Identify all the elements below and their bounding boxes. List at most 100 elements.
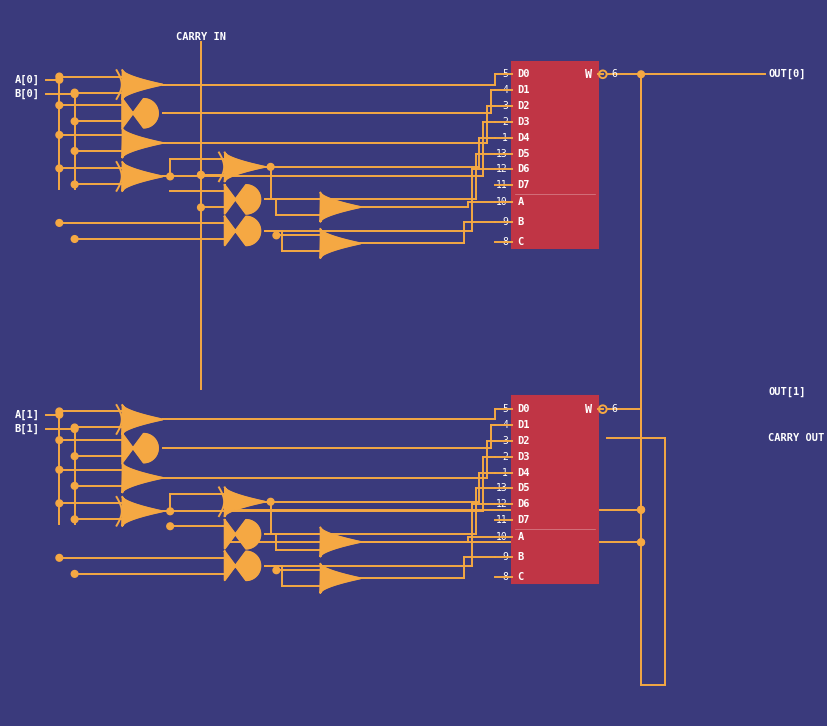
Text: C: C <box>518 572 523 582</box>
Polygon shape <box>225 216 261 245</box>
Circle shape <box>638 71 644 78</box>
Text: CARRY OUT: CARRY OUT <box>768 433 825 443</box>
Polygon shape <box>225 185 261 213</box>
Circle shape <box>273 567 280 574</box>
Text: D1: D1 <box>518 420 530 430</box>
Text: D5: D5 <box>518 484 530 494</box>
Circle shape <box>56 73 63 80</box>
Text: B: B <box>518 217 523 227</box>
Circle shape <box>56 437 63 444</box>
Text: 1: 1 <box>502 468 508 478</box>
Text: CARRY IN: CARRY IN <box>176 32 226 41</box>
Text: 5: 5 <box>502 69 508 79</box>
Text: 9: 9 <box>502 217 508 227</box>
Circle shape <box>56 131 63 138</box>
Circle shape <box>267 163 274 170</box>
Circle shape <box>56 102 63 109</box>
Text: C: C <box>518 237 523 248</box>
Text: A: A <box>518 197 523 208</box>
Circle shape <box>638 539 644 546</box>
Circle shape <box>71 147 78 155</box>
Circle shape <box>56 219 63 227</box>
Text: D5: D5 <box>518 149 530 158</box>
Circle shape <box>56 466 63 473</box>
Polygon shape <box>225 152 265 182</box>
Text: 11: 11 <box>496 515 508 525</box>
Polygon shape <box>122 99 158 128</box>
Bar <box>512 62 598 248</box>
Polygon shape <box>122 434 158 462</box>
Circle shape <box>167 523 174 529</box>
Circle shape <box>167 508 174 515</box>
Text: 1: 1 <box>502 133 508 143</box>
Circle shape <box>71 236 78 242</box>
Text: 13: 13 <box>496 149 508 158</box>
Text: D3: D3 <box>518 452 530 462</box>
Circle shape <box>71 425 78 433</box>
Circle shape <box>638 539 644 546</box>
Circle shape <box>56 500 63 507</box>
Circle shape <box>56 165 63 172</box>
Text: 10: 10 <box>496 532 508 542</box>
Polygon shape <box>225 552 261 580</box>
Text: D4: D4 <box>518 133 530 143</box>
Polygon shape <box>122 70 163 99</box>
Text: 12: 12 <box>496 499 508 510</box>
Text: D3: D3 <box>518 117 530 127</box>
Text: 8: 8 <box>502 572 508 582</box>
Text: B[1]: B[1] <box>14 424 40 434</box>
Circle shape <box>167 173 174 180</box>
Polygon shape <box>320 192 361 221</box>
Text: 4: 4 <box>502 85 508 95</box>
Text: W: W <box>586 68 592 81</box>
Polygon shape <box>320 528 361 556</box>
Text: D7: D7 <box>518 515 530 525</box>
Circle shape <box>638 507 644 513</box>
Text: 13: 13 <box>496 484 508 494</box>
Text: OUT[1]: OUT[1] <box>768 387 805 397</box>
Text: D4: D4 <box>518 468 530 478</box>
Polygon shape <box>225 487 265 516</box>
Text: 8: 8 <box>502 237 508 248</box>
Circle shape <box>71 181 78 188</box>
Text: D6: D6 <box>518 165 530 174</box>
Polygon shape <box>225 520 261 549</box>
Text: W: W <box>586 403 592 416</box>
Circle shape <box>71 91 78 97</box>
Polygon shape <box>122 405 163 434</box>
Polygon shape <box>122 129 163 158</box>
Bar <box>512 396 598 583</box>
Text: D0: D0 <box>518 69 530 79</box>
Polygon shape <box>122 497 163 526</box>
Circle shape <box>71 571 78 577</box>
Text: B[0]: B[0] <box>14 89 40 99</box>
Circle shape <box>198 171 204 179</box>
Text: A[0]: A[0] <box>14 75 40 85</box>
Text: A[1]: A[1] <box>14 409 40 420</box>
Circle shape <box>198 171 204 179</box>
Text: 5: 5 <box>502 404 508 414</box>
Polygon shape <box>320 229 361 258</box>
Circle shape <box>71 89 78 96</box>
Text: 9: 9 <box>502 552 508 562</box>
Text: 2: 2 <box>502 117 508 127</box>
Text: 12: 12 <box>496 165 508 174</box>
Text: D0: D0 <box>518 404 530 414</box>
Text: B: B <box>518 552 523 562</box>
Circle shape <box>56 76 63 83</box>
Text: OUT[0]: OUT[0] <box>768 69 805 79</box>
Text: D7: D7 <box>518 180 530 190</box>
Text: 11: 11 <box>496 180 508 190</box>
Text: D2: D2 <box>518 436 530 446</box>
Circle shape <box>71 483 78 489</box>
Text: D2: D2 <box>518 101 530 111</box>
Circle shape <box>198 204 204 211</box>
Polygon shape <box>320 564 361 592</box>
Text: 2: 2 <box>502 452 508 462</box>
Text: 4: 4 <box>502 420 508 430</box>
Polygon shape <box>122 463 163 492</box>
Text: D6: D6 <box>518 499 530 510</box>
Text: 6: 6 <box>611 404 617 414</box>
Text: 6: 6 <box>611 69 617 79</box>
Circle shape <box>56 408 63 415</box>
